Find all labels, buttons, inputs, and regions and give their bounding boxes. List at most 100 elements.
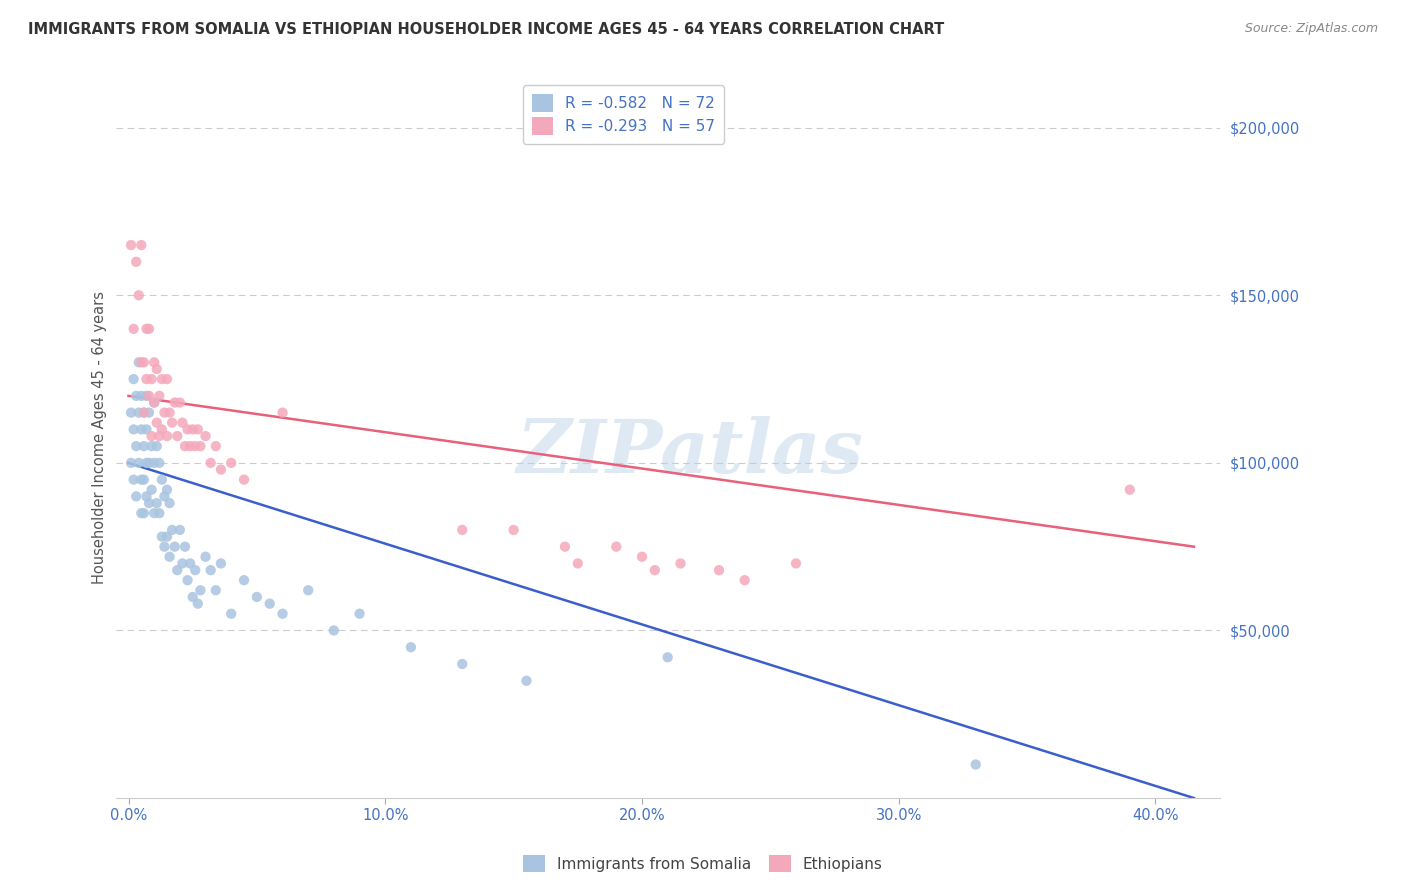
Point: [120, 456, 142, 470]
Point: [163, 395, 186, 409]
Point: [605, 540, 627, 554]
Point: [145, 496, 167, 510]
Point: [131, 355, 153, 369]
Point: [644, 563, 666, 577]
Point: [143, 506, 166, 520]
Y-axis label: Householder Income Ages 45 - 64 years: Householder Income Ages 45 - 64 years: [93, 292, 107, 584]
Point: [179, 439, 201, 453]
Text: Source: ZipAtlas.com: Source: ZipAtlas.com: [1244, 22, 1378, 36]
Point: [125, 490, 148, 504]
Legend: R = -0.582   N = 72, R = -0.293   N = 57: R = -0.582 N = 72, R = -0.293 N = 57: [523, 85, 724, 144]
Legend: Immigrants from Somalia, Ethiopians: Immigrants from Somalia, Ethiopians: [516, 847, 890, 880]
Point: [143, 456, 166, 470]
Point: [159, 549, 181, 564]
Point: [169, 523, 191, 537]
Point: [219, 607, 242, 621]
Point: [209, 462, 232, 476]
Point: [141, 372, 163, 386]
Point: [150, 372, 173, 386]
Point: [567, 557, 589, 571]
Point: [166, 429, 188, 443]
Point: [174, 540, 197, 554]
Point: [219, 456, 242, 470]
Point: [160, 523, 183, 537]
Point: [204, 583, 226, 598]
Point: [131, 473, 153, 487]
Point: [153, 540, 176, 554]
Point: [200, 563, 222, 577]
Point: [150, 422, 173, 436]
Point: [135, 389, 157, 403]
Point: [135, 322, 157, 336]
Point: [148, 389, 170, 403]
Point: [120, 238, 142, 252]
Point: [122, 372, 145, 386]
Point: [194, 429, 217, 443]
Point: [669, 557, 692, 571]
Point: [128, 288, 150, 302]
Point: [138, 496, 160, 510]
Point: [187, 422, 209, 436]
Point: [125, 439, 148, 453]
Point: [128, 456, 150, 470]
Point: [132, 439, 155, 453]
Point: [176, 422, 198, 436]
Point: [156, 483, 179, 497]
Point: [166, 563, 188, 577]
Point: [246, 590, 269, 604]
Point: [734, 573, 756, 587]
Point: [156, 530, 179, 544]
Point: [451, 523, 474, 537]
Point: [179, 557, 201, 571]
Point: [141, 429, 163, 443]
Point: [131, 238, 153, 252]
Point: [322, 624, 344, 638]
Point: [141, 483, 163, 497]
Point: [1119, 483, 1142, 497]
Point: [174, 439, 197, 453]
Point: [143, 355, 166, 369]
Point: [120, 406, 142, 420]
Point: [128, 355, 150, 369]
Point: [159, 496, 181, 510]
Point: [349, 607, 371, 621]
Point: [965, 757, 987, 772]
Point: [135, 372, 157, 386]
Point: [233, 473, 256, 487]
Point: [145, 439, 167, 453]
Point: [160, 416, 183, 430]
Text: IMMIGRANTS FROM SOMALIA VS ETHIOPIAN HOUSEHOLDER INCOME AGES 45 - 64 YEARS CORRE: IMMIGRANTS FROM SOMALIA VS ETHIOPIAN HOU…: [28, 22, 945, 37]
Point: [554, 540, 576, 554]
Point: [148, 429, 170, 443]
Point: [785, 557, 807, 571]
Point: [515, 673, 537, 688]
Point: [122, 473, 145, 487]
Point: [150, 473, 173, 487]
Point: [233, 573, 256, 587]
Point: [181, 590, 204, 604]
Point: [148, 456, 170, 470]
Point: [135, 422, 157, 436]
Point: [176, 573, 198, 587]
Point: [131, 506, 153, 520]
Point: [399, 640, 422, 655]
Text: ZIPatlas: ZIPatlas: [516, 416, 863, 489]
Point: [187, 597, 209, 611]
Point: [122, 322, 145, 336]
Point: [125, 254, 148, 268]
Point: [297, 583, 319, 598]
Point: [132, 406, 155, 420]
Point: [132, 506, 155, 520]
Point: [184, 439, 207, 453]
Point: [156, 372, 179, 386]
Point: [125, 389, 148, 403]
Point: [141, 439, 163, 453]
Point: [143, 395, 166, 409]
Point: [122, 422, 145, 436]
Point: [148, 506, 170, 520]
Point: [271, 406, 294, 420]
Point: [138, 406, 160, 420]
Point: [159, 406, 181, 420]
Point: [209, 557, 232, 571]
Point: [138, 389, 160, 403]
